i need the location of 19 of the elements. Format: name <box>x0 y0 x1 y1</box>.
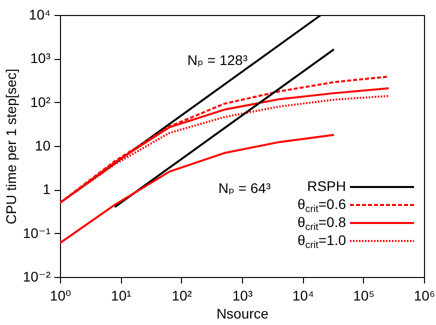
x-tick-label: 10³ <box>232 288 253 304</box>
x-tick-label: 10² <box>172 288 192 304</box>
y-tick-label: 10² <box>30 94 51 110</box>
y-tick-label: 10⁻¹ <box>22 224 51 241</box>
x-tick-label: 10⁶ <box>414 288 436 304</box>
x-tick-label: 10¹ <box>111 288 132 304</box>
x-tick-label: 10⁵ <box>353 288 375 304</box>
y-tick-label: 10 <box>34 138 51 154</box>
legend-label: RSPH <box>307 178 346 194</box>
x-tick-label: 10⁴ <box>292 288 314 304</box>
y-tick-label: 1 <box>42 181 51 198</box>
annotation: Nₚ = 128³ <box>187 52 248 68</box>
x-tick-label: 10⁰ <box>50 288 72 304</box>
y-tick-label: 10⁴ <box>28 6 50 22</box>
x-axis-title: Nsource <box>216 306 269 322</box>
annotation: Nₚ = 64³ <box>218 180 271 196</box>
y-tick-label: 10⁻² <box>22 268 51 284</box>
y-tick-label: 10³ <box>30 50 51 66</box>
y-axis-title: CPU time per 1 step[sec] <box>2 68 19 224</box>
